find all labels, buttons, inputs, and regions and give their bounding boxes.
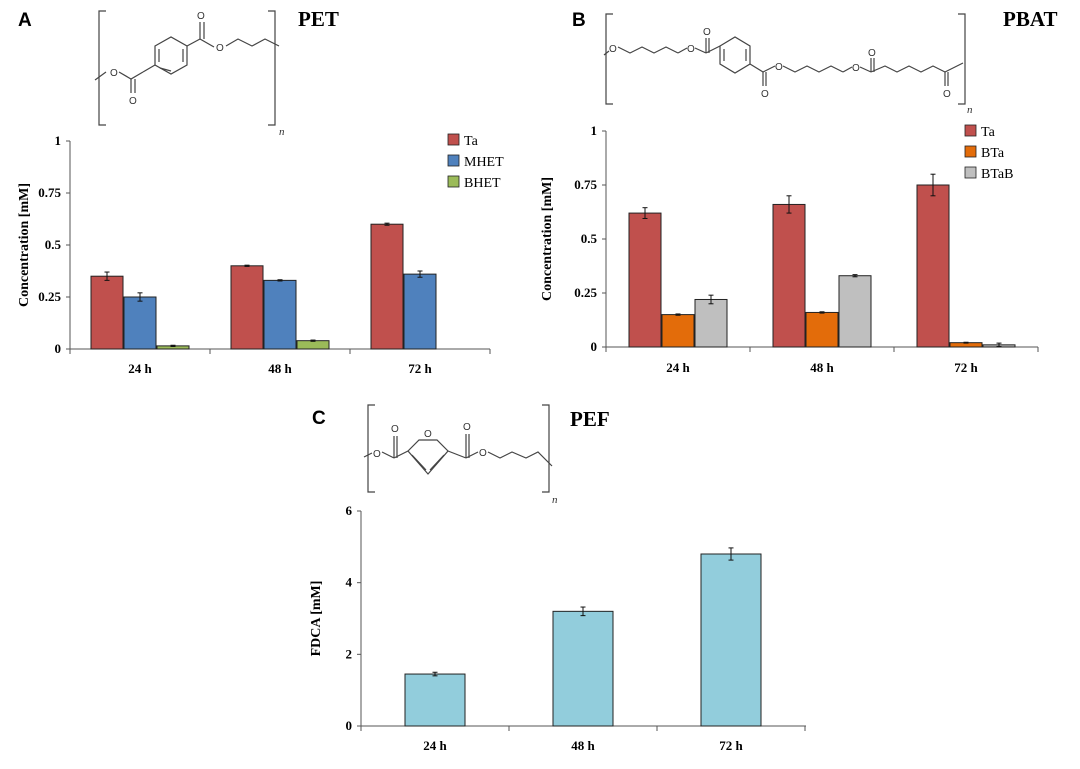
- chart-b-y-tick-label: 0: [591, 339, 598, 354]
- chart-b-bar-ta-2: [916, 184, 950, 348]
- chart-c-x-tick-label: 48 h: [571, 738, 595, 753]
- chart-a-bar-ta-0: [90, 275, 124, 350]
- chart-b-bar-ta-1: [772, 203, 806, 348]
- pef-structure: [363, 404, 553, 493]
- chart-b-bar-btab-0: [694, 298, 728, 348]
- chart-a-legend-label-mhet: MHET: [464, 155, 504, 170]
- svg-text:O: O: [775, 62, 783, 73]
- chart-c-x-tick-label: 72 h: [719, 738, 743, 753]
- chart-a-legend-label-ta: Ta: [464, 134, 479, 149]
- chart-a-x-tick-label: 48 h: [268, 361, 292, 376]
- svg-text:O: O: [703, 27, 711, 38]
- chart-a-bar-mhet-2: [403, 273, 437, 350]
- panel-c-letter: C: [312, 408, 326, 429]
- chart-b-x-tick-label: 72 h: [954, 360, 978, 375]
- panel-b-polymer-name: PBAT: [1003, 7, 1058, 31]
- svg-text:O: O: [373, 449, 381, 460]
- svg-text:O: O: [761, 89, 769, 100]
- panel-c-polymer-name: PEF: [570, 407, 610, 431]
- chart-a-bar-mhet-0: [123, 296, 157, 350]
- chart-b-legend-label-ta: Ta: [981, 125, 996, 140]
- svg-text:O: O: [424, 429, 432, 440]
- chart-c-y-tick-label: 2: [346, 646, 353, 661]
- svg-text:n: n: [552, 494, 558, 506]
- svg-text:O: O: [479, 448, 487, 459]
- chart-a-y-tick-label: 0.5: [45, 237, 62, 252]
- chart-a-legend-swatch-mhet: [447, 154, 460, 167]
- svg-text:O: O: [463, 422, 471, 433]
- chart-b-legend-label-bta: BTa: [981, 146, 1005, 161]
- panel-a-polymer-name: PET: [298, 7, 339, 31]
- chart-a-x-tick-label: 72 h: [408, 361, 432, 376]
- svg-text:O: O: [110, 68, 118, 79]
- chart-b-x-tick-label: 24 h: [666, 360, 690, 375]
- chart-c-y-tick-label: 6: [346, 503, 353, 518]
- chart-a-legend-swatch-ta: [447, 133, 460, 146]
- chart-c-bar-fdca-0: [404, 673, 466, 727]
- svg-text:O: O: [391, 424, 399, 435]
- chart-b-y-tick-label: 0.75: [574, 177, 597, 192]
- chart-a-bar-ta-1: [230, 265, 264, 350]
- chart-b-bar-bta-1: [805, 311, 839, 348]
- chart-c-y-axis-label: FDCA [mM]: [309, 581, 324, 657]
- chart-b-legend-swatch-bta: [964, 145, 977, 158]
- chart-a-legend-label-bhet: BHET: [464, 176, 501, 191]
- chart-b-legend-label-btab: BTaB: [981, 167, 1013, 182]
- chart-a-bar-mhet-1: [263, 279, 297, 350]
- chart-b-bar-ta-0: [628, 212, 662, 348]
- panel-b-letter: B: [572, 10, 586, 31]
- svg-text:O: O: [609, 44, 617, 55]
- chart-a-legend-swatch-bhet: [447, 175, 460, 188]
- chart-c-bar-fdca-1: [552, 610, 614, 727]
- chart-c-bar-fdca-2: [700, 553, 762, 727]
- chart-b-x-tick-label: 48 h: [810, 360, 834, 375]
- chart-a-y-tick-label: 0: [55, 341, 62, 356]
- panel-a-letter: A: [18, 10, 32, 31]
- svg-text:n: n: [967, 104, 973, 116]
- svg-text:n: n: [279, 126, 285, 138]
- chart-c-y-tick-label: 4: [346, 575, 353, 590]
- pbat-structure: [603, 13, 966, 105]
- chart-b-y-tick-label: 1: [591, 123, 598, 138]
- chart-a-y-tick-label: 0.75: [38, 185, 61, 200]
- chart-b-legend-swatch-btab: [964, 166, 977, 179]
- chart-a-y-axis-label: Concentration [mM]: [17, 183, 32, 307]
- svg-text:O: O: [216, 43, 224, 54]
- chart-b-bar-bta-0: [661, 314, 695, 348]
- chart-a-x-tick-label: 24 h: [128, 361, 152, 376]
- svg-text:O: O: [129, 96, 137, 107]
- chart-c-y-tick-label: 0: [346, 718, 353, 733]
- chart-b-y-tick-label: 0.25: [574, 285, 597, 300]
- chart-c-x-tick-label: 24 h: [423, 738, 447, 753]
- chart-b-y-axis-label: Concentration [mM]: [540, 177, 555, 301]
- chart-b-y-tick-label: 0.5: [581, 231, 598, 246]
- svg-text:O: O: [868, 48, 876, 59]
- svg-text:O: O: [943, 89, 951, 100]
- pet-structure: [94, 10, 280, 126]
- chart-a-y-tick-label: 0.25: [38, 289, 61, 304]
- svg-text:O: O: [687, 44, 695, 55]
- chart-a-y-tick-label: 1: [55, 133, 62, 148]
- svg-text:O: O: [852, 63, 860, 74]
- chart-b-legend-swatch-ta: [964, 124, 977, 137]
- svg-text:O: O: [197, 11, 205, 22]
